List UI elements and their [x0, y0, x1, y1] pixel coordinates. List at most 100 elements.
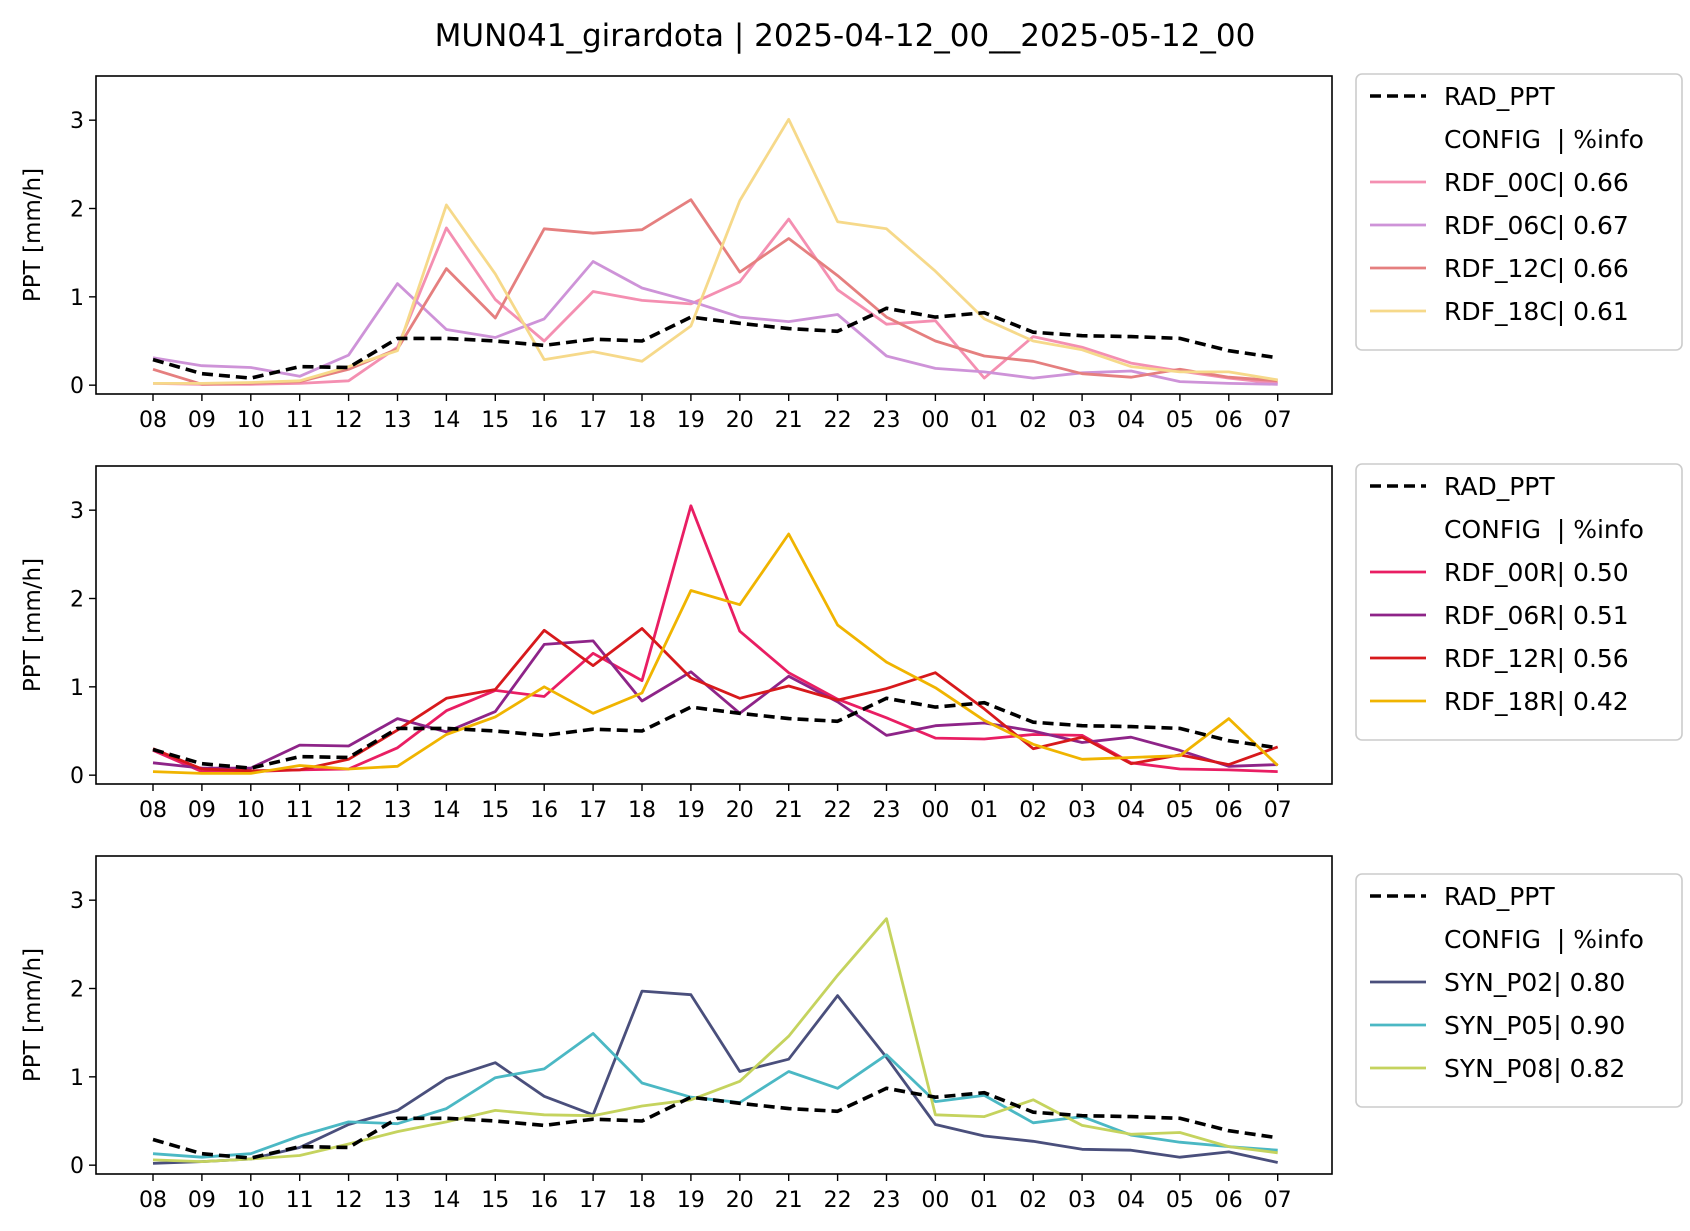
- y-axis-label: PPT [mm/h]: [20, 168, 46, 302]
- x-tick-label: 09: [188, 1188, 216, 1213]
- x-tick-label: 07: [1264, 1188, 1292, 1213]
- x-tick-label: 11: [286, 1188, 314, 1213]
- legend-entry: RDF_06R| 0.51: [1444, 601, 1629, 630]
- x-tick-label: 12: [335, 408, 363, 433]
- x-tick-label: 18: [628, 1188, 656, 1213]
- x-tick-label: 16: [530, 798, 558, 823]
- x-tick-label: 22: [824, 798, 852, 823]
- y-tick-label: 0: [70, 374, 84, 399]
- x-tick-label: 14: [432, 798, 460, 823]
- series-line-rad-ppt: [152, 1086, 1278, 1160]
- x-tick-label: 21: [775, 798, 803, 823]
- x-tick-label: 08: [139, 1188, 167, 1213]
- x-tick-label: 22: [824, 1188, 852, 1213]
- x-tick-label: 13: [384, 1188, 412, 1213]
- x-tick-label: 16: [530, 408, 558, 433]
- x-tick-label: 13: [384, 408, 412, 433]
- x-tick-label: 08: [139, 408, 167, 433]
- x-tick-label: 22: [824, 408, 852, 433]
- y-tick-label: 2: [70, 978, 84, 1003]
- x-tick-label: 10: [237, 408, 265, 433]
- legend: RAD_PPT CONFIG | %info RDF_00R| 0.50 RDF_06…: [1355, 463, 1683, 741]
- series-line-rdf-12c: [152, 198, 1278, 386]
- legend-entry: RDF_12R| 0.56: [1444, 644, 1629, 673]
- x-tick-label: 08: [139, 798, 167, 823]
- series-line-rdf-12r: [152, 627, 1279, 773]
- x-tick-label: 10: [237, 1188, 265, 1213]
- legend-entry: RDF_06C| 0.67: [1444, 211, 1629, 240]
- legend-frame: [1355, 873, 1683, 1108]
- y-tick-label: 3: [70, 499, 84, 524]
- x-tick-label: 14: [432, 408, 460, 433]
- legend: RAD_PPT CONFIG | %info RDF_00C| 0.66 RDF_06…: [1355, 73, 1683, 351]
- x-tick-label: 11: [286, 408, 314, 433]
- x-tick-label: 23: [873, 798, 901, 823]
- x-tick-label: 23: [873, 1188, 901, 1213]
- series-line-rdf-18r: [152, 532, 1279, 775]
- legend: RAD_PPT CONFIG | %info SYN_P02| 0.80 SYN_P0…: [1355, 873, 1683, 1108]
- x-tick-label: 15: [481, 1188, 509, 1213]
- x-tick-label: 00: [921, 798, 949, 823]
- x-tick-label: 10: [237, 798, 265, 823]
- x-tick-label: 19: [677, 798, 705, 823]
- legend-entry: RDF_00R| 0.50: [1444, 558, 1629, 587]
- y-axis-label: PPT [mm/h]: [20, 558, 46, 692]
- x-tick-label: 06: [1215, 1188, 1243, 1213]
- x-tick-label: 15: [481, 408, 509, 433]
- legend-entry: RDF_18C| 0.61: [1444, 297, 1629, 326]
- x-tick-label: 04: [1117, 408, 1145, 433]
- x-tick-label: 07: [1264, 408, 1292, 433]
- x-tick-label: 06: [1215, 408, 1243, 433]
- x-tick-label: 23: [873, 408, 901, 433]
- plot-frame: [95, 465, 1333, 785]
- x-tick-label: 14: [432, 1188, 460, 1213]
- plot-frame: [95, 75, 1333, 395]
- y-tick-label: 2: [70, 198, 84, 223]
- x-tick-label: 01: [970, 798, 998, 823]
- x-tick-label: 20: [726, 408, 754, 433]
- x-tick-label: 11: [286, 798, 314, 823]
- legend-entry: SYN_P08| 0.82: [1444, 1054, 1625, 1083]
- series-line-rad-ppt: [152, 696, 1278, 770]
- x-tick-label: 05: [1166, 1188, 1194, 1213]
- legend-entry: RDF_12C| 0.66: [1444, 254, 1629, 283]
- x-tick-label: 03: [1068, 408, 1096, 433]
- y-tick-label: 1: [70, 1066, 84, 1091]
- x-tick-label: 16: [530, 1188, 558, 1213]
- x-tick-label: 04: [1117, 798, 1145, 823]
- figure-title: MUN041_girardota | 2025-04-12_00__2025-0…: [435, 18, 1256, 54]
- x-tick-label: 01: [970, 408, 998, 433]
- x-tick-label: 18: [628, 408, 656, 433]
- legend-entry: RDF_00C| 0.66: [1444, 168, 1629, 197]
- series-line-rdf-06c: [152, 260, 1278, 386]
- x-tick-label: 20: [726, 798, 754, 823]
- legend-entry: RDF_18R| 0.42: [1444, 687, 1629, 716]
- x-tick-label: 01: [970, 1188, 998, 1213]
- x-tick-label: 15: [481, 798, 509, 823]
- legend-entry: SYN_P02| 0.80: [1444, 968, 1625, 997]
- plot-frame: [95, 855, 1333, 1175]
- legend-entry: RAD_PPT: [1444, 882, 1555, 911]
- x-tick-label: 09: [188, 798, 216, 823]
- y-tick-label: 3: [70, 889, 84, 914]
- legend-frame: [1355, 73, 1683, 351]
- y-tick-label: 2: [70, 588, 84, 613]
- x-tick-label: 18: [628, 798, 656, 823]
- legend-entry: SYN_P05| 0.90: [1444, 1011, 1625, 1040]
- x-tick-label: 21: [775, 408, 803, 433]
- y-tick-label: 0: [70, 764, 84, 789]
- x-tick-label: 09: [188, 408, 216, 433]
- x-tick-label: 00: [921, 408, 949, 433]
- x-tick-label: 17: [579, 1188, 607, 1213]
- x-tick-label: 06: [1215, 798, 1243, 823]
- x-tick-label: 02: [1019, 408, 1047, 433]
- legend-header: CONFIG | %info: [1444, 125, 1644, 154]
- x-tick-label: 05: [1166, 408, 1194, 433]
- legend-header: CONFIG | %info: [1444, 925, 1644, 954]
- x-tick-label: 13: [384, 798, 412, 823]
- x-tick-label: 17: [579, 408, 607, 433]
- x-tick-label: 17: [579, 798, 607, 823]
- x-tick-label: 02: [1019, 798, 1047, 823]
